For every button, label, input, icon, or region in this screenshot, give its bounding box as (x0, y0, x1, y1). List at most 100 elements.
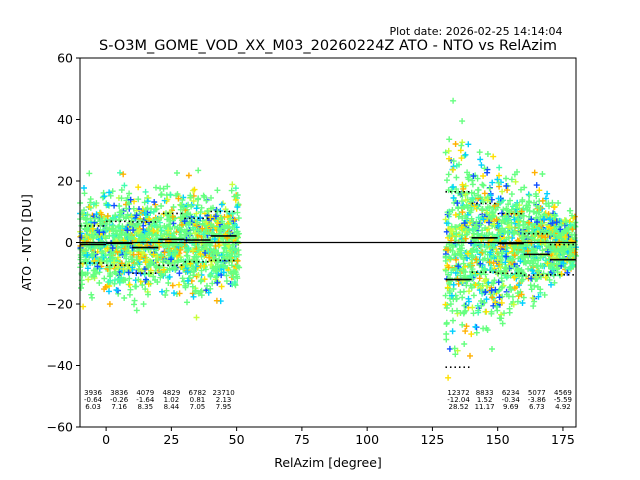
scatter-point (454, 250, 461, 257)
scatter-point (234, 192, 241, 198)
scatter-point (139, 282, 146, 288)
scatter-point (467, 219, 474, 226)
scatter-point (196, 214, 203, 221)
bin-count-label: 23710 (212, 389, 234, 397)
scatter-point (498, 275, 505, 282)
scatter-point (448, 188, 455, 195)
scatter-point (566, 207, 573, 214)
scatter-point (470, 292, 477, 299)
scatter-point (473, 224, 479, 231)
scatter-point (506, 305, 513, 312)
scatter-point (232, 269, 239, 276)
scatter-point (120, 171, 127, 178)
scatter-point (551, 279, 558, 286)
scatter-point (508, 191, 515, 198)
scatter-point (496, 164, 503, 171)
scatter-point (475, 214, 482, 221)
scatter-point (449, 328, 456, 335)
scatter-point (520, 249, 527, 256)
scatter-point (499, 210, 505, 217)
scatter-point (525, 225, 532, 232)
scatter-point (501, 268, 508, 275)
scatter-point (444, 177, 450, 184)
scatter-point (558, 222, 565, 228)
scatter-point (207, 242, 214, 249)
scatter-point (477, 260, 484, 267)
scatter-point (459, 321, 466, 328)
scatter-point (536, 187, 543, 194)
scatter-point (192, 230, 199, 237)
scatter-point (185, 201, 192, 208)
scatter-point (478, 162, 485, 169)
scatter-point (126, 281, 133, 288)
scatter-point (113, 270, 120, 277)
scatter-point (446, 279, 453, 286)
scatter-point (469, 218, 476, 225)
scatter-point (102, 284, 109, 290)
scatter-point (478, 236, 485, 242)
scatter-point (103, 226, 110, 233)
scatter-point (85, 276, 92, 283)
scatter-point (551, 226, 558, 233)
scatter-point (130, 205, 137, 212)
scatter-point (548, 281, 554, 288)
y-tick-label: 40 (57, 112, 73, 127)
scatter-point (214, 220, 221, 227)
scatter-point (161, 223, 168, 229)
scatter-point (459, 139, 466, 146)
scatter-point (458, 142, 465, 149)
scatter-point (469, 266, 476, 273)
scatter-point (521, 184, 528, 191)
scatter-point (158, 252, 165, 259)
scatter-point (467, 261, 474, 268)
scatter-point (176, 235, 183, 242)
scatter-point (114, 263, 121, 270)
scatter-point (525, 198, 532, 205)
scatter-point (472, 282, 479, 288)
scatter-point (194, 202, 201, 209)
scatter-point (169, 240, 176, 247)
scatter-point (525, 202, 532, 209)
scatter-point (114, 244, 121, 251)
scatter-point (530, 303, 537, 310)
scatter-point (483, 296, 490, 303)
bin-count-label: 4079 (136, 389, 154, 397)
scatter-point (127, 286, 134, 293)
scatter-point (231, 279, 238, 286)
scatter-point (114, 230, 121, 237)
scatter-point (453, 256, 460, 263)
scatter-point (483, 308, 490, 315)
scatter-point (471, 190, 478, 197)
scatter-point (555, 200, 562, 206)
scatter-point (197, 209, 204, 215)
bin-std-label: 11.17 (475, 403, 495, 411)
scatter-point (124, 211, 131, 218)
scatter-point (461, 341, 468, 347)
scatter-point (190, 272, 197, 279)
plot-date: Plot date: 2026-02-25 14:14:04 (389, 25, 562, 38)
scatter-point (519, 300, 526, 306)
scatter-point (443, 220, 450, 227)
scatter-point (539, 197, 546, 204)
scatter-point (496, 172, 502, 179)
scatter-point (455, 205, 462, 212)
scatter-point (537, 214, 544, 221)
scatter-point (109, 245, 116, 252)
scatter-point (443, 254, 450, 261)
scatter-point (129, 256, 136, 263)
scatter-point (186, 219, 193, 226)
scatter-point (122, 277, 129, 284)
scatter-point (468, 240, 475, 247)
scatter-point (467, 352, 473, 359)
scatter-point (489, 346, 495, 352)
scatter-point (130, 227, 137, 234)
scatter-point (216, 264, 223, 271)
scatter-point (445, 147, 452, 154)
scatter-point (234, 231, 241, 238)
scatter-point (520, 234, 527, 241)
scatter-point (147, 258, 154, 265)
scatter-point (213, 297, 220, 304)
scatter-point (89, 294, 95, 301)
scatter-point (170, 204, 177, 210)
scatter-point (135, 196, 142, 203)
